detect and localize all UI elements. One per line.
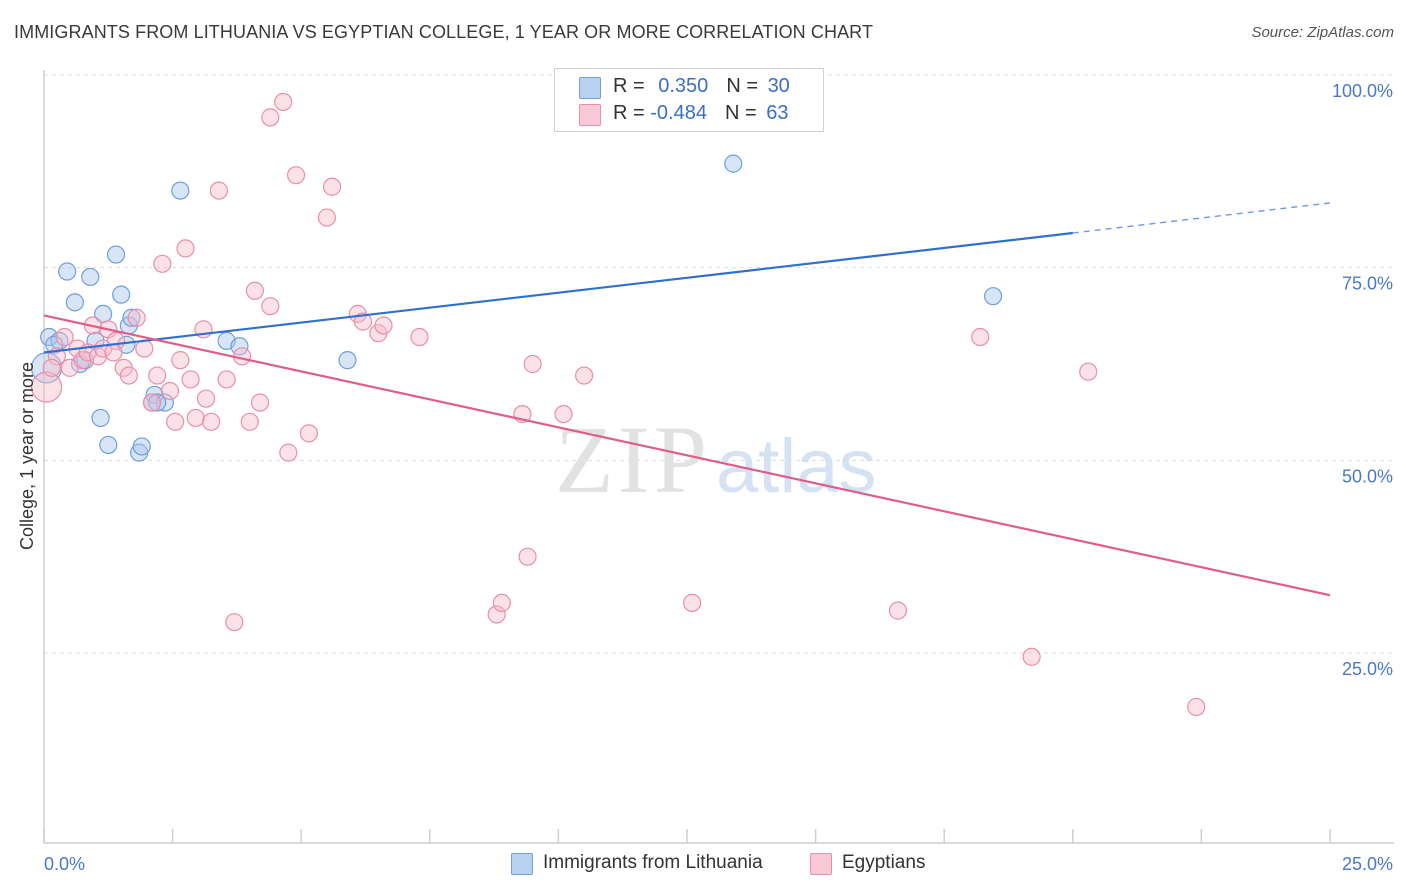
y-tick-label: 75.0% [1342,274,1393,294]
point-egyptians [279,443,298,462]
point-egyptians [286,166,306,185]
point-egyptians [410,327,429,347]
point-lithuania [99,435,118,455]
legend-n-label: N = [726,75,764,97]
point-lithuania [45,335,64,354]
point-egyptians [160,381,180,401]
watermark-zip: ZIP [555,406,711,513]
point-egyptians [274,92,293,112]
point-lithuania [81,267,100,287]
point-egyptians [317,208,337,227]
point-egyptians [171,351,190,370]
series-legend: Immigrants from Lithuania Egyptians [0,852,1406,878]
x-tick-label-max: 25.0% [1342,854,1393,874]
axes-layer [43,70,1394,844]
point-egyptians [196,389,216,408]
point-egyptians [176,239,195,258]
point-egyptians [202,412,221,431]
point-egyptians [42,358,61,377]
point-lithuania [148,393,167,412]
legend-n-label: N = [724,102,763,124]
chart-source: Source: ZipAtlas.com [1251,24,1394,41]
point-egyptians [1187,697,1206,717]
point-egyptians [683,593,702,613]
point-lithuania [91,408,110,428]
series-swatch-egyptians [810,853,832,875]
legend-r-value: 0.350 [658,75,709,97]
legend-swatch-lithuania [579,77,601,99]
legend-r-label: R = [613,102,651,124]
point-lithuania [58,262,77,281]
point-egyptians [217,370,236,389]
point-lithuania [338,351,357,370]
watermark: ZIP atlas [555,406,877,513]
legend-n-value: 30 [767,75,790,97]
point-egyptians [104,343,123,362]
point-lithuania [155,393,174,412]
point-lithuania [171,181,190,200]
y-tick-label: 50.0% [1342,466,1393,486]
point-egyptians [209,181,228,200]
trendline-lithuania [43,231,1073,354]
point-egyptians [181,370,200,389]
point-egyptians [119,366,138,385]
point-egyptians [240,412,259,431]
legend-n-value: 63 [766,102,789,124]
legend-r-label: R = [613,75,651,97]
labels-layer: 25.0% 50.0% 75.0% 100.0% 0.0% 25.0% College, 1… [17,81,1393,874]
point-lithuania [724,154,743,173]
point-egyptians [30,371,63,403]
point-egyptians [299,424,319,443]
trend-layer [43,202,1331,597]
point-egyptians [888,601,908,620]
points-layer [30,92,1206,717]
point-egyptians [353,312,373,331]
point-lithuania [132,437,151,456]
trendline-egyptians [43,314,1331,597]
legend-swatch-egyptians [579,104,601,126]
point-egyptians [575,366,594,385]
point-egyptians [261,108,280,127]
series-swatch-lithuania [511,853,533,875]
point-egyptians [261,297,280,316]
point-egyptians [127,308,146,327]
chart-title: IMMIGRANTS FROM LITHUANIA VS EGYPTIAN CO… [14,22,874,42]
trendline-extension-lithuania [1072,202,1331,234]
point-egyptians [186,408,205,428]
point-egyptians [523,354,542,374]
point-egyptians [374,316,393,335]
legend-r-value: -0.484 [650,102,707,124]
point-lithuania [106,245,126,264]
point-lithuania [65,293,84,312]
point-egyptians [1022,647,1041,666]
series-label-lithuania: Immigrants from Lithuania [543,852,763,873]
point-egyptians [971,327,990,347]
point-egyptians [518,547,537,566]
point-egyptians [55,327,74,347]
point-lithuania [983,287,1003,306]
point-egyptians [322,177,342,196]
series-label-egyptians: Egyptians [842,852,926,873]
point-egyptians [487,605,506,624]
point-egyptians [166,412,185,431]
point-lithuania [122,308,141,327]
point-egyptians [135,339,154,358]
point-egyptians [142,393,162,412]
point-egyptians [225,613,244,632]
point-egyptians [1079,362,1098,381]
point-egyptians [245,281,265,300]
point-egyptians [153,254,172,273]
point-egyptians [492,593,511,613]
correlation-legend: R = 0.350 N = 30 R = -0.484 N = 63 [554,68,824,132]
y-tick-label: 25.0% [1342,659,1393,679]
point-egyptians [148,366,167,385]
y-axis-title: College, 1 year or more [17,362,37,550]
point-lithuania [112,285,131,304]
point-egyptians [554,404,573,424]
x-tick-label-min: 0.0% [44,854,85,874]
point-egyptians [250,393,270,412]
y-tick-label: 100.0% [1332,81,1393,101]
